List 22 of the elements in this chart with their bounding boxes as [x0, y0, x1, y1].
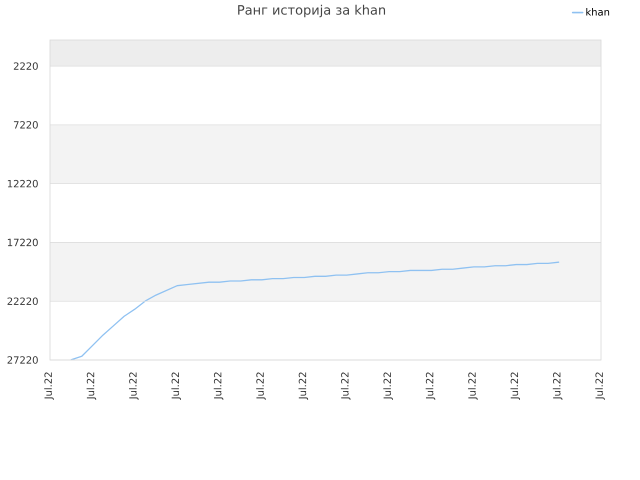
legend-label: khan — [586, 8, 610, 16]
x-tick-label: Jul.22 — [171, 372, 181, 400]
y-tick-label: 17220 — [8, 238, 38, 246]
x-tick-label: Jul.22 — [256, 372, 266, 400]
x-tick-label: Jul.22 — [468, 372, 478, 400]
x-tick-label: Jul.22 — [340, 372, 350, 400]
x-tick-label: Jul.22 — [426, 372, 436, 400]
x-tick-label: Jul.22 — [510, 372, 520, 400]
chart-title: Ранг историја за khan — [238, 4, 386, 18]
x-tick-label: Jul.22 — [214, 372, 224, 400]
x-tick-label: Jul.22 — [552, 372, 562, 400]
y-tick-label: 7220 — [14, 121, 38, 129]
x-tick-label: Jul.22 — [298, 372, 308, 400]
y-tick-label: 12220 — [8, 180, 38, 188]
x-tick-label: Jul.22 — [128, 372, 139, 400]
x-tick-label: Jul.22 — [86, 372, 96, 400]
x-tick-label: Jul.22 — [383, 372, 393, 400]
x-tick-label: Jul.22 — [595, 372, 605, 400]
x-tick-label: Jul.22 — [44, 372, 54, 400]
y-tick-label: 2220 — [14, 62, 38, 70]
y-tick-label: 22220 — [8, 297, 38, 305]
y-tick-label: 27220 — [8, 356, 38, 364]
